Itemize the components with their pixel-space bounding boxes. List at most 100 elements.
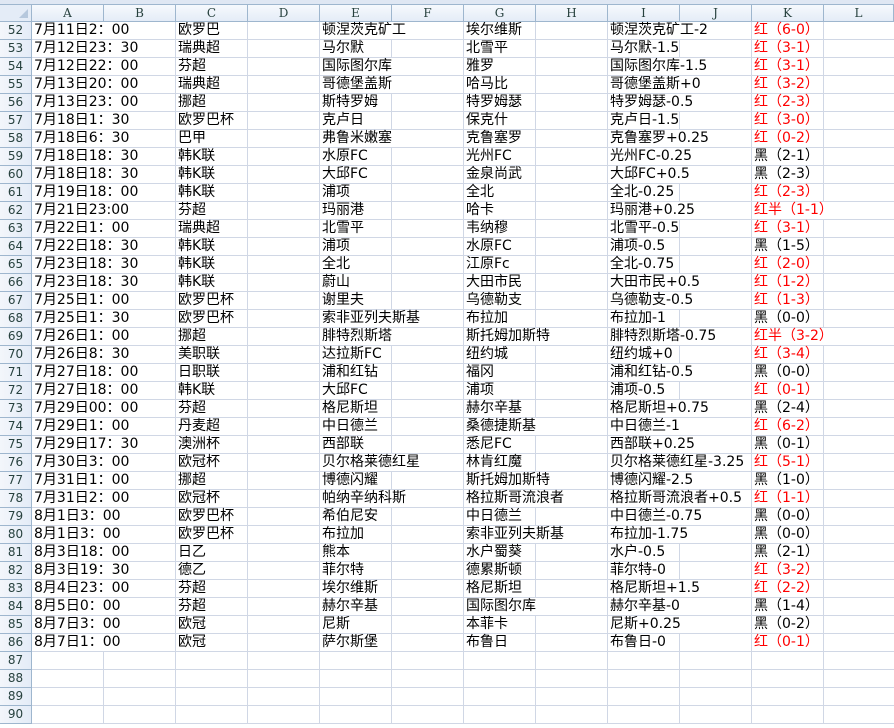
away-team-cell[interactable] (464, 688, 608, 706)
column-header-h[interactable]: H (536, 5, 608, 22)
league-cell[interactable]: 瑞典超 (176, 40, 320, 58)
column-header-k[interactable]: K (752, 5, 824, 22)
result-cell[interactable]: 红（6-0） (752, 22, 824, 40)
away-team-cell[interactable]: 布拉加 (464, 310, 608, 328)
row-header[interactable]: 52 (0, 22, 32, 40)
empty-cell-l[interactable] (824, 112, 894, 130)
result-cell[interactable]: 红（1-1） (752, 490, 824, 508)
away-team-cell[interactable]: 本菲卡 (464, 616, 608, 634)
league-cell[interactable] (176, 670, 320, 688)
empty-cell-l[interactable] (824, 688, 894, 706)
empty-cell-l[interactable] (824, 292, 894, 310)
league-cell[interactable]: 欧冠杯 (176, 454, 320, 472)
empty-cell-l[interactable] (824, 274, 894, 292)
away-team-cell[interactable] (464, 706, 608, 724)
away-team-cell[interactable] (464, 670, 608, 688)
league-cell[interactable]: 澳洲杯 (176, 436, 320, 454)
away-team-cell[interactable]: 斯托姆加斯特 (464, 472, 608, 490)
row-header[interactable]: 75 (0, 436, 32, 454)
empty-cell-l[interactable] (824, 616, 894, 634)
date-cell[interactable] (32, 706, 176, 724)
away-team-cell[interactable]: 光州FC (464, 148, 608, 166)
empty-cell-l[interactable] (824, 454, 894, 472)
league-cell[interactable] (176, 706, 320, 724)
home-team-cell[interactable]: 弗鲁米嫩塞 (320, 130, 464, 148)
handicap-cell[interactable]: 马尔默-1.5 (608, 40, 752, 58)
date-cell[interactable]: 7月13日23：00 (32, 94, 176, 112)
away-team-cell[interactable]: 浦项 (464, 382, 608, 400)
result-cell[interactable]: 红（2-0） (752, 256, 824, 274)
home-team-cell[interactable]: 浦和红钻 (320, 364, 464, 382)
empty-cell-l[interactable] (824, 58, 894, 76)
away-team-cell[interactable]: 哈卡 (464, 202, 608, 220)
empty-cell-l[interactable] (824, 328, 894, 346)
league-cell[interactable]: 韩K联 (176, 166, 320, 184)
league-cell[interactable]: 芬超 (176, 598, 320, 616)
league-cell[interactable]: 欧罗巴 (176, 22, 320, 40)
row-header[interactable]: 63 (0, 220, 32, 238)
league-cell[interactable]: 芬超 (176, 202, 320, 220)
handicap-cell[interactable]: 北雪平-0.5 (608, 220, 752, 238)
row-header[interactable]: 55 (0, 76, 32, 94)
result-cell[interactable]: 红（2-3） (752, 184, 824, 202)
result-cell[interactable]: 黑（0-1） (752, 436, 824, 454)
date-cell[interactable] (32, 670, 176, 688)
date-cell[interactable]: 7月21日23:00 (32, 202, 176, 220)
empty-cell-l[interactable] (824, 508, 894, 526)
handicap-cell[interactable]: 格尼斯坦+0.75 (608, 400, 752, 418)
home-team-cell[interactable]: 赫尔辛基 (320, 598, 464, 616)
empty-cell-l[interactable] (824, 364, 894, 382)
league-cell[interactable]: 欧罗巴杯 (176, 526, 320, 544)
date-cell[interactable]: 7月27日18：00 (32, 364, 176, 382)
home-team-cell[interactable]: 帕纳辛纳科斯 (320, 490, 464, 508)
home-team-cell[interactable]: 斯特罗姆 (320, 94, 464, 112)
league-cell[interactable]: 芬超 (176, 58, 320, 76)
handicap-cell[interactable]: 纽约城+0 (608, 346, 752, 364)
result-cell[interactable]: 红（2-2） (752, 580, 824, 598)
result-cell[interactable]: 红（3-1） (752, 58, 824, 76)
home-team-cell[interactable]: 浦项 (320, 184, 464, 202)
date-cell[interactable]: 7月18日1：30 (32, 112, 176, 130)
result-cell[interactable]: 黑（2-3） (752, 166, 824, 184)
row-header[interactable]: 71 (0, 364, 32, 382)
handicap-cell[interactable] (608, 706, 752, 724)
away-team-cell[interactable]: 赫尔辛基 (464, 400, 608, 418)
select-all-button[interactable] (0, 5, 32, 22)
league-cell[interactable]: 欧冠 (176, 616, 320, 634)
row-header[interactable]: 86 (0, 634, 32, 652)
away-team-cell[interactable]: 北雪平 (464, 40, 608, 58)
date-cell[interactable]: 8月5日0：00 (32, 598, 176, 616)
result-cell[interactable]: 黑（1-0） (752, 472, 824, 490)
away-team-cell[interactable]: 纽约城 (464, 346, 608, 364)
empty-cell-l[interactable] (824, 238, 894, 256)
league-cell[interactable]: 欧冠杯 (176, 490, 320, 508)
away-team-cell[interactable]: 中日德兰 (464, 508, 608, 526)
league-cell[interactable]: 日乙 (176, 544, 320, 562)
away-team-cell[interactable]: 保克什 (464, 112, 608, 130)
away-team-cell[interactable]: 格尼斯坦 (464, 580, 608, 598)
handicap-cell[interactable]: 菲尔特-0 (608, 562, 752, 580)
handicap-cell[interactable]: 特罗姆瑟-0.5 (608, 94, 752, 112)
league-cell[interactable]: 韩K联 (176, 382, 320, 400)
handicap-cell[interactable]: 全北-0.75 (608, 256, 752, 274)
result-cell[interactable]: 红（1-2） (752, 274, 824, 292)
league-cell[interactable]: 韩K联 (176, 148, 320, 166)
away-team-cell[interactable] (464, 652, 608, 670)
row-header[interactable]: 57 (0, 112, 32, 130)
result-cell[interactable]: 红（6-2） (752, 418, 824, 436)
league-cell[interactable]: 日职联 (176, 364, 320, 382)
date-cell[interactable]: 7月19日18：00 (32, 184, 176, 202)
date-cell[interactable]: 7月26日8：30 (32, 346, 176, 364)
away-team-cell[interactable]: 福冈 (464, 364, 608, 382)
handicap-cell[interactable]: 浦项-0.5 (608, 238, 752, 256)
empty-cell-l[interactable] (824, 184, 894, 202)
date-cell[interactable]: 7月26日1：00 (32, 328, 176, 346)
away-team-cell[interactable]: 金泉尚武 (464, 166, 608, 184)
away-team-cell[interactable]: 布鲁日 (464, 634, 608, 652)
handicap-cell[interactable]: 克卢日-1.5 (608, 112, 752, 130)
league-cell[interactable]: 韩K联 (176, 184, 320, 202)
row-header[interactable]: 82 (0, 562, 32, 580)
empty-cell-l[interactable] (824, 40, 894, 58)
empty-cell-l[interactable] (824, 472, 894, 490)
league-cell[interactable]: 欧罗巴杯 (176, 508, 320, 526)
